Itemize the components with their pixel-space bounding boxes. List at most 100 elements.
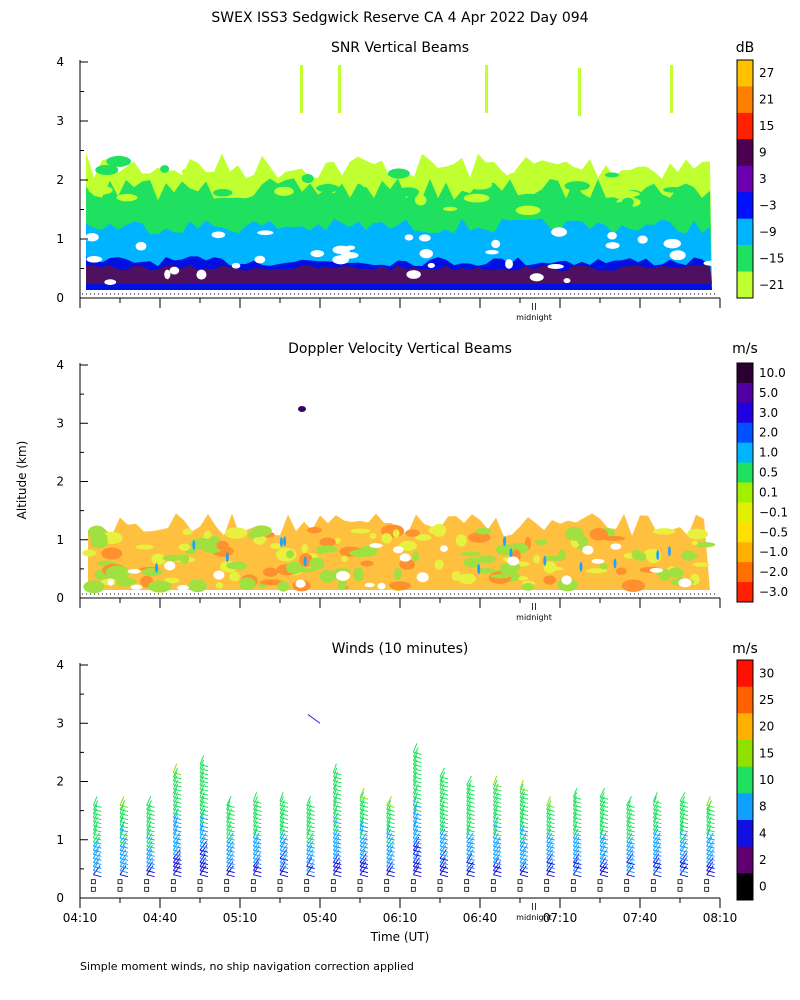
surface-marker — [357, 886, 363, 892]
wind-barb — [386, 800, 392, 810]
doppler-patch — [82, 549, 97, 557]
wind-barb — [306, 861, 315, 871]
barb-flag — [493, 817, 502, 821]
surface-marker — [464, 879, 470, 885]
barb-flag — [413, 751, 422, 755]
colorbar-tick-label: 0.5 — [759, 466, 778, 480]
wind-barb — [279, 845, 287, 855]
barb-flag — [199, 817, 209, 821]
surface-marker — [170, 886, 176, 892]
doppler-gap — [127, 569, 141, 574]
barb-flag — [333, 796, 342, 800]
barb-flag — [519, 861, 529, 865]
barb-flag — [653, 866, 662, 870]
barb-flag — [626, 825, 635, 829]
wind-barb — [199, 840, 208, 851]
barb-flag — [199, 788, 209, 792]
barb-flag — [226, 857, 235, 861]
wind-barb — [386, 796, 393, 806]
colorbar-segment — [737, 462, 753, 483]
barb-flag — [599, 796, 609, 800]
barb-flag — [279, 800, 289, 804]
barb-flag — [599, 845, 609, 849]
snr-patch — [467, 179, 493, 190]
panel-title: SNR Vertical Beams — [331, 40, 469, 56]
barb-flag — [359, 849, 369, 853]
barb-flag — [626, 857, 635, 861]
wind-barb — [279, 836, 288, 847]
surface-marker — [224, 886, 230, 892]
winds-axes: 0 1 2 3 4 04:10 04:40 05:10 05:40 06:10 06:40 07:10… — [56, 658, 737, 925]
wind-barb — [306, 865, 314, 875]
colorbar-tick-label: −1.0 — [759, 545, 788, 559]
barb-flag — [93, 870, 102, 874]
wind-barb — [626, 849, 634, 859]
footnote: Simple moment winds, no ship navigation … — [80, 960, 414, 973]
snr-patch — [231, 200, 258, 211]
barb-flag — [466, 792, 475, 796]
wind-barb — [546, 845, 554, 855]
doppler-patch — [229, 571, 241, 582]
x-tick-label: 05:10 — [223, 911, 258, 925]
wind-barb — [332, 857, 340, 867]
wind-barb — [679, 857, 688, 867]
barb-flag — [599, 800, 609, 804]
barb-flag — [333, 853, 342, 857]
surface-marker — [437, 879, 443, 885]
snr-patch — [116, 193, 138, 202]
barb-flag — [493, 837, 502, 841]
surface-marker — [624, 879, 630, 885]
barb-flag — [146, 861, 155, 865]
barb-flag — [439, 821, 449, 825]
wind-barb — [226, 857, 234, 867]
y-tick-label: 1 — [56, 833, 64, 847]
doppler-patch — [334, 537, 341, 544]
wind-barb — [119, 853, 128, 863]
barb-flag — [306, 874, 315, 878]
wind-barb — [626, 853, 634, 863]
wind-barb — [172, 861, 180, 871]
snr-patch — [397, 187, 420, 197]
barb-flag — [653, 800, 662, 804]
wind-barb — [226, 832, 234, 843]
barb-flag — [573, 849, 582, 853]
snr-patch — [361, 178, 371, 188]
colorbar-tick-label: −3 — [759, 198, 777, 212]
wind-barb — [359, 861, 367, 871]
barb-flag — [359, 833, 369, 837]
snr-gap — [196, 269, 207, 280]
barb-flag — [173, 874, 182, 878]
barb-flag — [679, 833, 689, 837]
x-axis-label: Time (UT) — [370, 930, 430, 944]
snr-band-surface — [86, 265, 712, 284]
barb-flag — [93, 821, 102, 825]
barb-flag — [679, 845, 689, 849]
barb-flag — [146, 821, 155, 825]
surface-marker — [704, 886, 710, 892]
snr-patch — [177, 198, 199, 209]
barb-flag — [493, 857, 502, 861]
barb-flag — [333, 849, 342, 853]
barb-flag — [333, 776, 342, 780]
wind-barb — [439, 849, 447, 859]
wind-barb — [626, 796, 632, 806]
snr-patch — [507, 172, 530, 179]
barb-flag — [199, 780, 209, 784]
barb-flag — [546, 857, 555, 861]
wind-barb — [572, 845, 580, 855]
doppler-patch — [392, 529, 400, 538]
wind-barb — [226, 845, 234, 855]
barb-flag — [199, 813, 209, 817]
colorbar-segment — [737, 139, 753, 167]
barb-flag — [493, 800, 502, 804]
barb-flag — [279, 804, 289, 808]
snr-patch — [443, 206, 458, 211]
barb-flag — [626, 817, 635, 821]
barb-flag — [679, 837, 689, 841]
barb-flag — [359, 866, 369, 870]
snr-patch — [349, 166, 370, 176]
colorbar-tick-label: 15 — [759, 746, 774, 760]
barb-flag — [306, 813, 315, 817]
wind-barb — [572, 788, 578, 798]
barb-flag — [546, 813, 555, 817]
